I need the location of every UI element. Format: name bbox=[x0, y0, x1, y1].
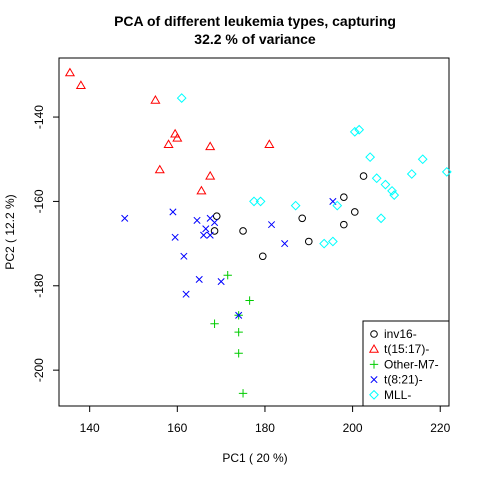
series-4 bbox=[176, 93, 452, 249]
legend-marker-1 bbox=[368, 344, 380, 353]
data-point bbox=[354, 124, 365, 135]
data-point bbox=[211, 218, 219, 227]
data-point bbox=[172, 132, 183, 142]
series-2 bbox=[210, 271, 254, 398]
data-point bbox=[176, 93, 187, 103]
data-point bbox=[258, 252, 267, 261]
legend-label-4: MLL- bbox=[384, 388, 411, 402]
data-point bbox=[212, 212, 221, 220]
legend-label-1: t(15:17)- bbox=[384, 342, 429, 356]
data-point bbox=[210, 319, 219, 328]
data-point bbox=[150, 94, 161, 104]
y-tick-label-3: -200 bbox=[32, 358, 46, 382]
data-point bbox=[290, 200, 301, 211]
data-point bbox=[298, 214, 307, 223]
data-point bbox=[169, 208, 177, 216]
data-point bbox=[359, 172, 368, 180]
data-point bbox=[64, 67, 76, 77]
data-point bbox=[304, 237, 313, 246]
data-point bbox=[417, 154, 428, 165]
plot-frame bbox=[58, 57, 450, 407]
legend: inv16-t(15:17)-Other-M7- t(8:21)-MLL- bbox=[362, 320, 450, 407]
x-tick-label-3: 200 bbox=[343, 421, 363, 435]
data-point bbox=[319, 238, 330, 249]
chart-title-line2: 32.2 % of variance bbox=[194, 31, 316, 47]
data-point bbox=[235, 311, 243, 319]
data-point bbox=[264, 139, 275, 148]
series-0 bbox=[210, 172, 368, 261]
data-point bbox=[340, 193, 348, 201]
data-point bbox=[365, 152, 376, 163]
data-point bbox=[371, 173, 382, 184]
x-axis: 140 160 180 200 220 bbox=[80, 406, 451, 435]
data-point bbox=[195, 275, 203, 284]
y-tick-label-2: -180 bbox=[32, 273, 46, 297]
data-point bbox=[249, 196, 259, 207]
data-point bbox=[205, 170, 216, 180]
x-axis-label: PC1 ( 20 %) bbox=[222, 451, 287, 465]
data-point bbox=[239, 227, 247, 235]
data-point bbox=[223, 271, 232, 280]
data-point bbox=[182, 290, 190, 298]
legend-marker-4 bbox=[369, 389, 379, 400]
legend-label-3: t(8:21)- bbox=[384, 373, 423, 387]
y-tick-label-0: -140 bbox=[32, 105, 46, 129]
data-point bbox=[267, 221, 276, 229]
data-point bbox=[441, 166, 452, 177]
data-point bbox=[406, 169, 417, 179]
data-point bbox=[340, 220, 348, 229]
data-point bbox=[245, 296, 254, 305]
series-3 bbox=[121, 197, 337, 319]
y-axis: -140 -160 -180 -200 bbox=[32, 105, 59, 382]
x-tick-label-1: 160 bbox=[167, 421, 187, 435]
data-point bbox=[200, 231, 208, 239]
x-tick-label-0: 140 bbox=[80, 421, 100, 435]
legend-marker-2 bbox=[369, 360, 379, 369]
y-axis-label: PC2 ( 12.2 %) bbox=[3, 194, 17, 269]
x-tick-label-4: 220 bbox=[430, 421, 450, 435]
data-point bbox=[193, 216, 201, 224]
data-point bbox=[389, 190, 400, 200]
data-point bbox=[332, 200, 343, 211]
legend-label-2: Other-M7- bbox=[384, 357, 439, 371]
chart-title-line1: PCA of different leukemia types, capturi… bbox=[114, 13, 396, 29]
data-point bbox=[180, 252, 188, 260]
data-point bbox=[75, 80, 86, 89]
data-point bbox=[202, 225, 210, 233]
data-point bbox=[121, 214, 129, 222]
data-point bbox=[350, 208, 359, 216]
x-tick-label-2: 180 bbox=[255, 421, 275, 435]
data-point bbox=[171, 233, 179, 241]
data-point bbox=[210, 227, 219, 235]
data-point bbox=[234, 327, 243, 337]
data-point bbox=[255, 196, 266, 207]
data-point bbox=[234, 349, 243, 358]
legend-marker-3 bbox=[370, 376, 378, 384]
data-point bbox=[376, 213, 386, 224]
data-point bbox=[349, 126, 360, 137]
data-point bbox=[206, 231, 214, 239]
legend-marker-0 bbox=[370, 330, 378, 338]
data-point bbox=[281, 240, 289, 248]
data-point bbox=[380, 179, 391, 190]
legend-label-0: inv16- bbox=[384, 327, 417, 341]
data-point bbox=[327, 236, 338, 247]
data-points bbox=[64, 67, 452, 398]
data-point bbox=[217, 278, 225, 286]
data-point bbox=[238, 389, 248, 398]
series-1 bbox=[64, 67, 275, 195]
data-point bbox=[163, 139, 174, 148]
data-point bbox=[154, 164, 165, 174]
data-point bbox=[205, 141, 216, 151]
data-point bbox=[387, 185, 397, 196]
y-tick-label-1: -160 bbox=[32, 189, 46, 213]
data-point bbox=[196, 185, 207, 195]
